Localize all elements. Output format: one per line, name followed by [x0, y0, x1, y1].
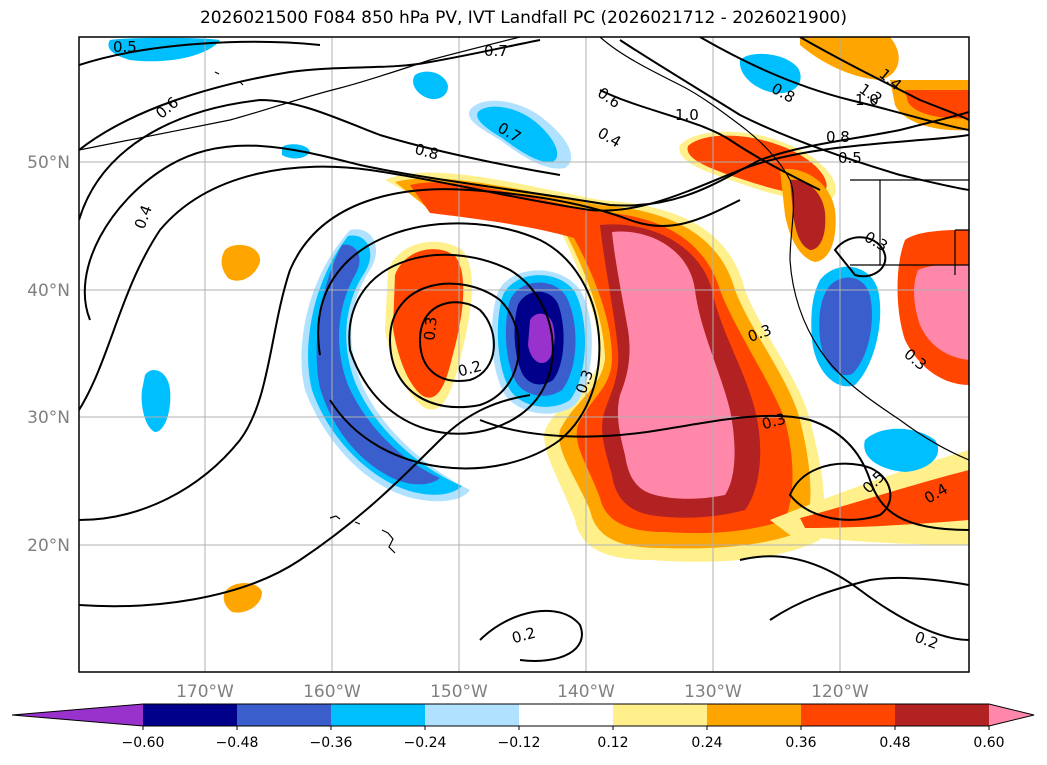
- shading-layer: [108, 37, 969, 613]
- contour-label: 0.3: [760, 410, 788, 434]
- map-frame: [78, 36, 970, 673]
- latitude-labels: 50°N 40°N 30°N 20°N: [27, 153, 70, 556]
- colorbar-tick-label: 0.48: [879, 735, 910, 751]
- lon-label: 120°W: [811, 682, 869, 702]
- colorbar-segment: [143, 704, 238, 726]
- colorbar-segment: [519, 704, 614, 726]
- coastlines: [79, 37, 969, 554]
- shade-positive-se-inner: [800, 470, 969, 528]
- contour-label: 0.8: [826, 128, 850, 146]
- contour-label: 0.2: [510, 624, 538, 648]
- shade-positive-topright: [800, 37, 899, 80]
- contour-label: 1.0: [675, 106, 699, 124]
- colorbar-extend-high: [989, 704, 1034, 726]
- shade-positive-small-1: [221, 244, 261, 281]
- colorbar-segment: [895, 704, 990, 726]
- shade-positive-coast-inner: [790, 179, 826, 250]
- shade-positive-topright2-inner: [905, 90, 969, 119]
- contour-label: 1.0: [855, 91, 879, 109]
- lat-label: 50°N: [27, 153, 70, 173]
- graticule: [79, 37, 969, 672]
- lat-label: 40°N: [27, 281, 70, 301]
- colorbar-tick-label: −0.12: [498, 735, 541, 751]
- colorbar-segment: [331, 704, 426, 726]
- colorbar-tick-label: 0.12: [597, 735, 628, 751]
- colorbar-tick-label: −0.60: [122, 735, 165, 751]
- colorbar-segment: [801, 704, 896, 726]
- lat-label: 20°N: [27, 536, 70, 556]
- contour-label: 0.8: [413, 140, 441, 164]
- map-panel: 0.5 0.7 0.6 0.6 0.4 0.7 0.8 0.4 1.0 0.8 …: [79, 37, 969, 672]
- shade-negative-se: [864, 428, 939, 472]
- shade-negative-arc-blue: [316, 244, 440, 485]
- contour-label: 0.2: [456, 357, 484, 381]
- colorbar-tick-label: −0.24: [404, 735, 447, 751]
- contour-label: 0.7: [484, 42, 508, 60]
- colorbar-segment: [425, 704, 520, 726]
- colorbar-tick-label: −0.48: [216, 735, 259, 751]
- lat-label: 30°N: [27, 408, 70, 428]
- lon-label: 170°W: [176, 682, 234, 702]
- colorbar-tick-label: 0.36: [785, 735, 816, 751]
- colorbar-extend-low: [12, 704, 143, 726]
- shade-negative-center-4: [528, 313, 555, 364]
- contour-label: 0.5: [113, 38, 137, 56]
- shade-negative-small-3: [413, 71, 448, 100]
- lon-label: 150°W: [430, 682, 488, 702]
- shade-positive-east-inner: [914, 264, 969, 360]
- shade-negative-calif-inner: [819, 277, 872, 376]
- lon-label: 140°W: [557, 682, 615, 702]
- shade-positive-west-inner: [393, 249, 464, 398]
- chart-title: 2026021500 F084 850 hPa PV, IVT Landfall…: [199, 8, 847, 28]
- colorbar-segment: [613, 704, 708, 726]
- colorbar: −0.60 −0.48 −0.36 −0.24 −0.12 0.12 0.24 0.36 0.4…: [11, 703, 1035, 751]
- contour-labels: 0.5 0.7 0.6 0.6 0.4 0.7 0.8 0.4 1.0 0.8 …: [113, 38, 951, 653]
- contour-label: 0.3: [421, 316, 441, 341]
- shade-negative-small-4: [282, 144, 310, 159]
- lon-label: 160°W: [303, 682, 361, 702]
- longitude-labels: 170°W 160°W 150°W 140°W 130°W 120°W: [176, 682, 869, 702]
- contour-layer: [79, 37, 969, 662]
- colorbar-segment: [237, 704, 332, 726]
- lon-label: 130°W: [684, 682, 742, 702]
- colorbar-tick-label: 0.24: [691, 735, 722, 751]
- colorbar-tick-label: −0.36: [310, 735, 353, 751]
- colorbar-segment: [707, 704, 802, 726]
- shade-negative-north-cyan: [477, 106, 558, 163]
- colorbar-tick-label: 0.60: [973, 735, 1004, 751]
- contour-label: 0.5: [838, 149, 862, 167]
